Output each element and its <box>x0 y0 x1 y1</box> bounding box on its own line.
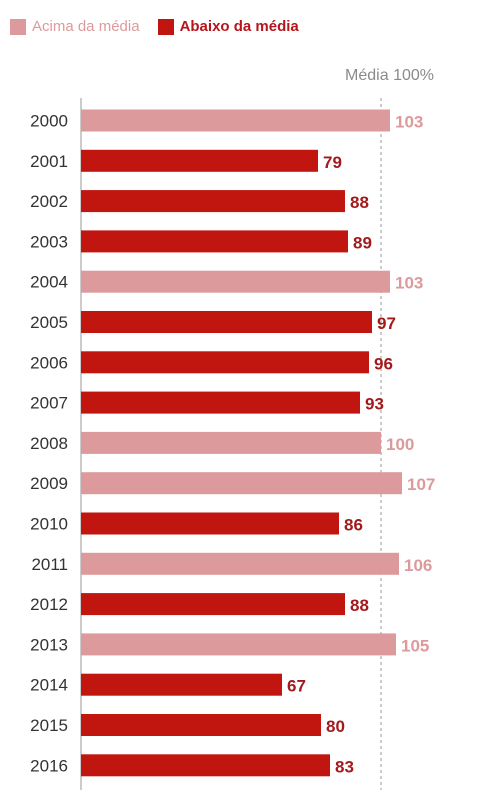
value-label: 93 <box>365 395 384 414</box>
value-label: 105 <box>401 636 429 655</box>
bar <box>81 754 330 777</box>
bar <box>81 311 372 333</box>
value-label: 103 <box>395 274 423 293</box>
value-label: 79 <box>323 153 342 172</box>
category-label: 2001 <box>30 152 68 171</box>
value-label: 96 <box>374 354 393 373</box>
bar <box>81 633 396 656</box>
value-label: 100 <box>386 435 414 454</box>
category-label: 2007 <box>30 394 68 413</box>
bar <box>81 270 390 293</box>
value-label: 80 <box>326 717 345 736</box>
value-label: 88 <box>350 596 369 615</box>
legend-label-below: Abaixo da média <box>179 18 299 35</box>
legend-item-above: Acima da média <box>10 18 140 35</box>
value-label: 67 <box>287 677 306 696</box>
value-label: 83 <box>335 757 354 776</box>
category-label: 2006 <box>30 353 68 372</box>
bar <box>81 230 348 253</box>
value-label: 107 <box>407 475 435 494</box>
bar <box>81 149 318 172</box>
category-label: 2009 <box>30 474 68 493</box>
legend: Acima da média Abaixo da média <box>10 18 317 35</box>
category-label: 2004 <box>30 273 68 292</box>
value-label: 86 <box>344 516 363 535</box>
bar <box>81 190 345 213</box>
legend-swatch-below <box>157 18 174 35</box>
category-label: 2008 <box>30 434 68 453</box>
bar <box>81 552 399 575</box>
category-label: 2010 <box>30 515 68 534</box>
category-label: 2015 <box>30 716 68 735</box>
bar <box>81 714 321 736</box>
value-label: 97 <box>377 314 396 333</box>
legend-item-below: Abaixo da média <box>157 18 299 35</box>
value-label: 88 <box>350 193 369 212</box>
category-label: 2003 <box>30 232 68 251</box>
category-label: 2014 <box>30 676 68 695</box>
category-label: 2013 <box>30 635 68 654</box>
bar <box>81 431 381 454</box>
bar <box>81 673 282 696</box>
reference-label: Média 100% <box>345 67 434 84</box>
category-label: 2000 <box>30 112 68 131</box>
category-label: 2005 <box>30 313 68 332</box>
category-label: 2011 <box>31 555 68 574</box>
bars-group: 2000 103 2001 79 2002 88 2003 89 2004 103 2005 97 20… <box>30 109 435 777</box>
value-label: 89 <box>353 233 372 252</box>
bar <box>81 512 339 535</box>
bar <box>81 472 402 495</box>
bar <box>81 593 345 616</box>
value-label: 106 <box>404 556 432 575</box>
bar <box>81 109 390 132</box>
legend-swatch-above <box>10 18 26 35</box>
legend-label-above: Acima da média <box>32 18 140 35</box>
category-label: 2012 <box>30 595 68 614</box>
category-label: 2016 <box>30 756 68 775</box>
category-label: 2002 <box>30 192 68 211</box>
bar <box>81 391 360 414</box>
bar <box>81 351 369 374</box>
value-label: 103 <box>395 113 423 132</box>
